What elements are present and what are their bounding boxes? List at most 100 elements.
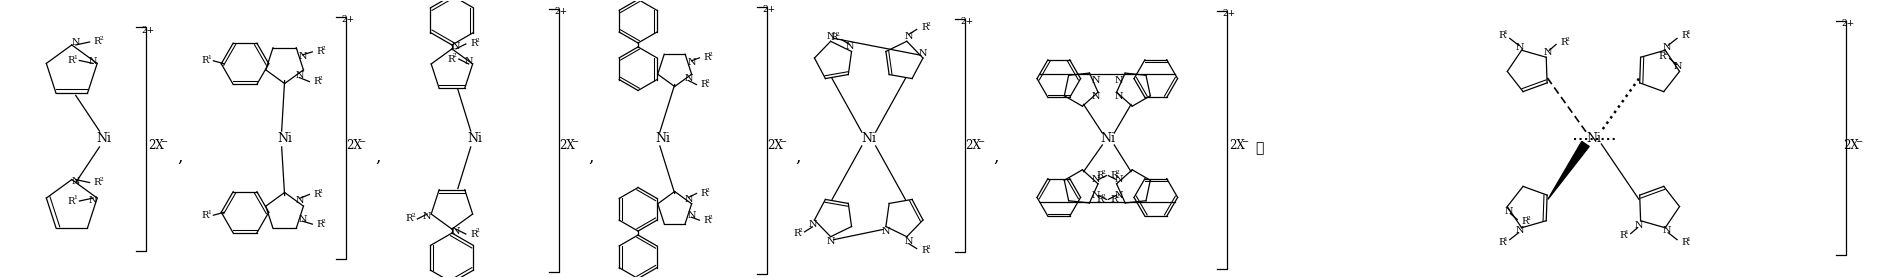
Text: −: −: [1854, 138, 1861, 146]
Text: R: R: [1560, 38, 1566, 47]
Text: N: N: [882, 227, 889, 236]
Text: 2: 2: [321, 219, 325, 224]
Text: R: R: [1656, 52, 1664, 61]
Text: Ni: Ni: [1100, 133, 1115, 145]
Text: R: R: [703, 53, 711, 62]
Text: −: −: [160, 138, 167, 146]
Text: N: N: [1090, 76, 1100, 85]
Text: N: N: [295, 71, 303, 80]
Text: Ni: Ni: [276, 133, 291, 145]
Text: R: R: [1681, 238, 1688, 247]
Text: N: N: [686, 211, 696, 220]
Text: 2: 2: [705, 188, 709, 193]
Text: R: R: [94, 178, 102, 187]
Text: N: N: [1634, 221, 1641, 230]
Text: N: N: [88, 57, 98, 66]
Text: N: N: [1504, 207, 1513, 216]
Text: R: R: [921, 246, 929, 255]
Text: 1: 1: [1686, 30, 1690, 35]
Text: R: R: [1109, 171, 1117, 180]
Text: N: N: [1673, 62, 1681, 71]
Text: 2: 2: [1102, 170, 1105, 175]
Text: N: N: [299, 52, 306, 61]
Text: 1: 1: [207, 55, 211, 60]
Text: 2X: 2X: [558, 140, 575, 152]
Text: R: R: [703, 216, 711, 225]
Text: −: −: [976, 138, 983, 146]
Text: 2X: 2X: [767, 140, 782, 152]
Text: ,: ,: [588, 149, 592, 166]
Text: N: N: [451, 227, 461, 235]
Text: 2: 2: [321, 46, 325, 51]
Text: 2: 2: [412, 214, 415, 219]
Text: 2: 2: [476, 38, 479, 43]
Text: R: R: [68, 197, 75, 205]
Text: N: N: [684, 74, 692, 83]
Text: 2+: 2+: [959, 17, 972, 26]
Polygon shape: [1547, 142, 1589, 199]
Text: R: R: [701, 80, 707, 89]
Text: 2+: 2+: [1222, 9, 1235, 18]
Text: N: N: [71, 38, 81, 48]
Text: N: N: [295, 196, 303, 205]
Text: N: N: [1090, 175, 1100, 184]
Text: 2+: 2+: [761, 5, 775, 14]
Text: R: R: [316, 220, 323, 229]
Text: N: N: [1662, 43, 1671, 52]
Text: N: N: [1515, 43, 1523, 52]
Text: R: R: [1096, 195, 1104, 204]
Text: Ni: Ni: [654, 133, 669, 145]
Text: 2: 2: [320, 189, 323, 194]
Text: N: N: [451, 43, 461, 51]
Text: 2: 2: [1115, 170, 1119, 175]
Text: N: N: [917, 49, 927, 58]
Text: N: N: [1115, 175, 1122, 184]
Text: Ni: Ni: [861, 133, 876, 145]
Text: R: R: [68, 56, 75, 65]
Text: R: R: [94, 38, 102, 46]
Text: 2+: 2+: [141, 26, 154, 34]
Text: N: N: [464, 58, 472, 66]
Text: R: R: [921, 23, 929, 32]
Text: R: R: [1521, 217, 1528, 226]
Text: R: R: [1096, 171, 1104, 180]
Text: 1: 1: [1686, 237, 1690, 242]
Text: N: N: [844, 42, 854, 51]
Text: 2: 2: [1662, 51, 1666, 56]
Text: N: N: [684, 195, 692, 204]
Text: 1: 1: [1502, 237, 1506, 242]
Text: −: −: [357, 138, 365, 146]
Text: R: R: [1496, 238, 1504, 247]
Text: Ni: Ni: [466, 133, 481, 145]
Text: R: R: [314, 190, 321, 199]
Text: N: N: [808, 220, 816, 229]
Text: 2: 2: [1115, 194, 1119, 199]
Text: 2: 2: [797, 228, 801, 233]
Text: Ni: Ni: [96, 133, 111, 145]
Text: N: N: [686, 58, 696, 67]
Text: 2: 2: [100, 36, 103, 41]
Text: −: −: [778, 138, 786, 146]
Text: N: N: [423, 212, 431, 220]
Text: R: R: [1681, 31, 1688, 40]
Text: ,: ,: [993, 149, 998, 166]
Text: R: R: [1619, 231, 1626, 240]
Text: 2: 2: [835, 32, 838, 37]
Text: N: N: [1115, 76, 1122, 85]
Text: 1: 1: [73, 195, 77, 200]
Text: R: R: [201, 56, 209, 65]
Text: 2X: 2X: [149, 140, 164, 152]
Text: 2: 2: [705, 79, 709, 84]
Text: 2X: 2X: [1228, 140, 1245, 152]
Text: 2: 2: [925, 22, 929, 27]
Text: 2: 2: [320, 76, 323, 81]
Text: 或: 或: [1256, 141, 1263, 155]
Text: N: N: [1090, 92, 1100, 101]
Text: 2: 2: [1564, 37, 1568, 42]
Text: 2: 2: [1102, 194, 1105, 199]
Text: R: R: [470, 230, 478, 239]
Text: R: R: [316, 47, 323, 56]
Text: N: N: [1090, 191, 1100, 200]
Text: 2X: 2X: [1842, 140, 1857, 152]
Text: N: N: [1515, 226, 1523, 235]
